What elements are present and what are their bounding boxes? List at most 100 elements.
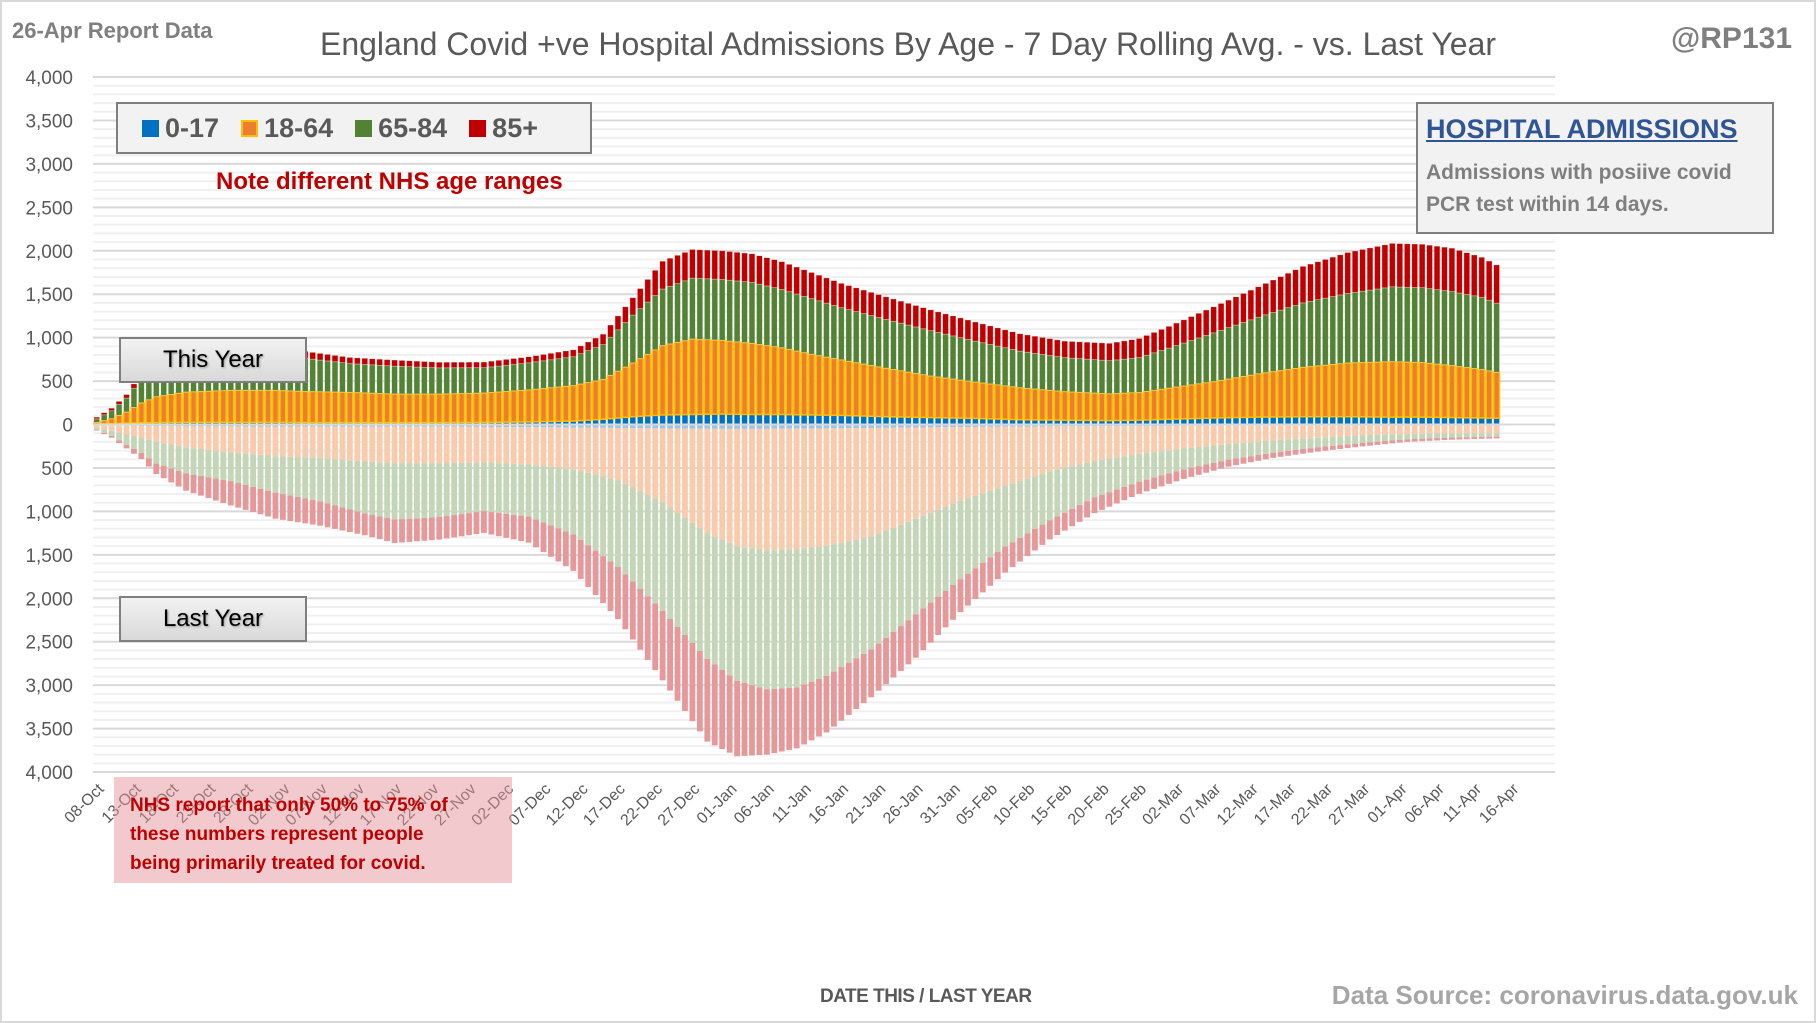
bar-this-year-65-84 [793,293,800,352]
bar-last-year-18-64 [1054,426,1061,470]
bar-last-year-85+ [481,511,487,533]
bar-last-year-85+ [570,534,577,571]
bar-last-year-18-64 [265,426,271,456]
bar-last-year-65-84 [212,450,219,479]
bar-this-year-85+ [413,360,421,368]
bar-this-year-18-64 [130,406,138,424]
bar-last-year-0-17 [592,424,599,428]
bar-last-year-18-64 [786,428,793,550]
bar-last-year-18-64 [1411,425,1418,434]
bar-this-year-65-84 [443,367,450,395]
bar-last-year-65-84 [674,512,681,627]
bar-this-year-65-84 [860,313,867,365]
bar-last-year-65-84 [1032,476,1038,530]
x-axis-title: DATE THIS / LAST YEAR [820,986,1032,1007]
bar-last-year-0-17 [629,424,636,429]
bar-last-year-0-17 [749,424,755,429]
bar-this-year-65-84 [309,358,316,392]
bar-this-year-85+ [547,352,555,361]
bar-this-year-65-84 [1337,294,1344,364]
bar-this-year-85+ [867,292,875,316]
bar-last-year-65-84 [1449,433,1455,438]
bar-last-year-85+ [317,501,324,526]
bar-this-year-85+ [1255,286,1262,318]
bar-last-year-85+ [972,568,979,599]
bar-this-year-85+ [510,358,517,365]
bar-last-year-18-64 [1322,425,1329,438]
legend-label: 65-84 [378,112,448,143]
bar-last-year-0-17 [466,424,472,427]
bar-last-year-0-17 [674,424,681,429]
bar-this-year-18-64 [815,354,823,416]
bar-this-year-0-17 [838,415,845,425]
bar-this-year-65-84 [726,279,733,342]
bar-this-year-18-64 [100,419,108,425]
y-tick-label: 4,000 [25,68,73,89]
bar-last-year-85+ [406,518,413,542]
bar-this-year-0-17 [1307,416,1314,425]
bar-last-year-0-17 [495,424,502,427]
bar-this-year-18-64 [204,390,213,424]
bar-this-year-18-64 [1008,385,1017,421]
bar-this-year-65-84 [1359,290,1366,363]
bar-last-year-85+ [726,675,733,753]
bar-this-year-65-84 [1456,292,1463,367]
bar-last-year-0-17 [428,424,435,427]
bar-this-year-65-84 [637,308,644,359]
bar-last-year-18-64 [212,426,219,451]
bar-last-year-65-84 [905,521,912,621]
bar-this-year-18-64 [428,393,436,424]
bar-last-year-65-84 [436,463,443,518]
bar-last-year-18-64 [674,428,681,513]
bar-last-year-18-64 [257,426,264,455]
bar-this-year-0-17 [860,415,867,425]
bar-this-year-85+ [339,356,346,363]
bar-last-year-18-64 [220,426,227,452]
bar-last-year-65-84 [965,498,971,574]
bar-last-year-0-17 [265,424,271,427]
bar-last-year-65-84 [495,463,502,513]
bar-this-year-65-84 [1039,354,1046,390]
bar-last-year-18-64 [957,427,964,501]
bar-this-year-85+ [1471,254,1478,297]
bar-last-year-18-64 [1166,425,1172,451]
bar-this-year-65-84 [964,339,972,382]
bar-last-year-18-64 [1076,426,1083,465]
bar-last-year-18-64 [346,426,353,461]
bar-this-year-0-17 [912,416,920,425]
bar-this-year-85+ [1307,263,1314,302]
bar-this-year-0-17 [1284,416,1292,425]
bar-this-year-65-84 [465,367,473,394]
bar-last-year-65-84 [868,536,875,650]
bar-last-year-18-64 [1449,425,1455,434]
bar-this-year-18-64 [405,393,414,424]
bar-last-year-65-84 [734,546,740,681]
bar-this-year-65-84 [584,350,592,383]
bar-last-year-65-84 [1173,449,1180,472]
bar-this-year-65-84 [733,280,741,343]
bar-this-year-65-84 [1135,357,1143,393]
bar-last-year-65-84 [927,512,934,603]
bar-last-year-65-84 [1396,434,1403,440]
bar-this-year-65-84 [354,363,361,393]
bar-last-year-0-17 [868,424,875,428]
bar-last-year-85+ [1292,449,1299,455]
bar-last-year-0-17 [361,424,368,427]
bar-this-year-85+ [1106,342,1113,361]
bar-last-year-18-64 [1434,425,1440,434]
bar-last-year-18-64 [1270,425,1277,441]
bar-last-year-0-17 [682,424,688,429]
bar-this-year-18-64 [1016,386,1024,421]
bar-last-year-85+ [987,557,994,586]
bar-last-year-85+ [1024,533,1031,556]
bar-last-year-65-84 [1359,435,1366,443]
bar-this-year-65-84 [599,344,607,380]
bar-this-year-18-64 [1068,391,1076,421]
bar-last-year-85+ [689,642,696,722]
bar-this-year-18-64 [1001,384,1009,421]
bar-last-year-85+ [607,561,614,612]
bar-last-year-85+ [384,518,391,542]
bar-this-year-0-17 [786,414,793,425]
bar-last-year-18-64 [1359,425,1366,436]
bar-this-year-0-17 [890,416,897,425]
